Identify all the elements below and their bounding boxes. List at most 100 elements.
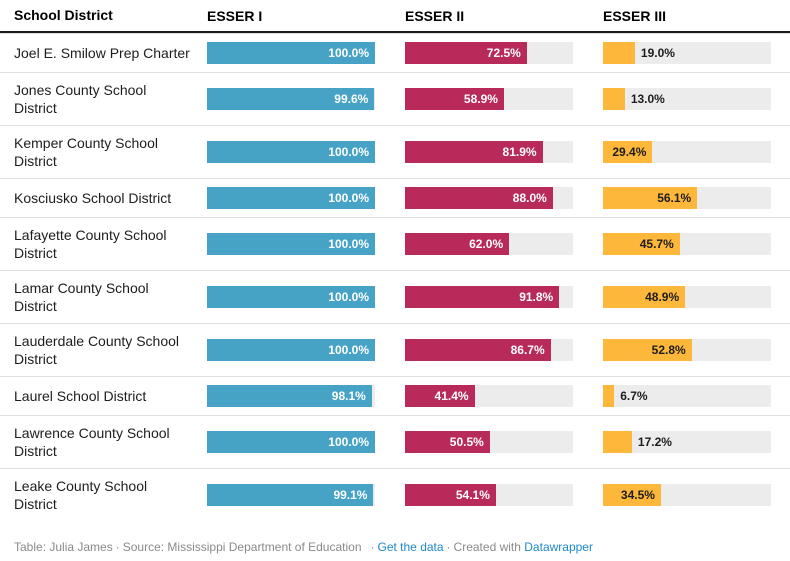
esser2-bar-fill: 72.5% (405, 42, 527, 64)
esser1-bar-cell: 100.0% (207, 339, 405, 361)
esser2-bar-fill: 81.9% (405, 141, 543, 163)
datawrapper-link[interactable]: Datawrapper (524, 540, 593, 554)
esser3-bar-cell: 56.1% (603, 187, 790, 209)
esser2-bar-cell: 58.9% (405, 88, 603, 110)
esser1-bar-cell: 99.6% (207, 88, 405, 110)
esser1-bar-cell: 98.1% (207, 385, 405, 407)
esser1-bar-track: 100.0% (207, 431, 375, 453)
esser1-bar-track: 100.0% (207, 339, 375, 361)
esser1-bar-value: 100.0% (328, 435, 369, 449)
esser1-bar-fill: 100.0% (207, 339, 375, 361)
esser1-bar-track: 100.0% (207, 286, 375, 308)
esser3-bar-track: 19.0% (603, 42, 771, 64)
esser3-bar-value: 17.2% (637, 435, 672, 449)
esser2-bar-fill: 91.8% (405, 286, 560, 308)
separator-dot: · (115, 540, 120, 554)
esser2-bar-track: 88.0% (405, 187, 573, 209)
esser3-bar-fill: 48.9% (603, 286, 686, 308)
esser2-bar-cell: 62.0% (405, 233, 603, 255)
esser1-bar-fill: 100.0% (207, 42, 375, 64)
esser2-bar-cell: 54.1% (405, 484, 603, 506)
table-row: Leake County School District 99.1% 54.1%… (0, 468, 790, 521)
district-name: Kemper County School District (14, 135, 158, 169)
table-header-row: School District ESSER I ESSER II ESSER I… (0, 6, 790, 33)
esser1-bar-value: 100.0% (328, 191, 369, 205)
esser1-bar-fill: 100.0% (207, 187, 375, 209)
esser3-bar-fill: 13.0% (603, 88, 665, 110)
esser3-bar-fill: 29.4% (603, 141, 653, 163)
esser1-bar-value: 100.0% (328, 343, 369, 357)
esser1-bar-fill: 99.1% (207, 484, 374, 506)
district-name: Laurel School District (14, 388, 147, 404)
esser2-bar-track: 81.9% (405, 141, 573, 163)
esser2-bar-track: 41.4% (405, 385, 573, 407)
esser2-bar-track: 72.5% (405, 42, 573, 64)
esser1-bar-cell: 100.0% (207, 187, 405, 209)
esser1-bar-fill: 100.0% (207, 233, 375, 255)
esser2-bar-track: 50.5% (405, 431, 573, 453)
esser1-bar-value: 100.0% (328, 237, 369, 251)
esser2-bar-cell: 91.8% (405, 286, 603, 308)
esser2-bar-value: 41.4% (434, 389, 469, 403)
table-row: Kemper County School District 100.0% 81.… (0, 125, 790, 178)
esser1-bar-track: 99.1% (207, 484, 375, 506)
esser3-bar-track: 6.7% (603, 385, 771, 407)
table-row: Lawrence County School District 100.0% 5… (0, 415, 790, 468)
esser1-bar-track: 100.0% (207, 187, 375, 209)
column-header-esser2: ESSER II (405, 8, 465, 24)
esser3-bar-track: 56.1% (603, 187, 771, 209)
esser2-bar-value: 62.0% (469, 237, 504, 251)
esser1-bar-cell: 100.0% (207, 286, 405, 308)
esser3-bar-value: 6.7% (620, 389, 648, 403)
esser3-bar-cell: 52.8% (603, 339, 790, 361)
esser3-bar-value: 48.9% (645, 290, 680, 304)
esser1-bar-track: 98.1% (207, 385, 375, 407)
esser1-bar-cell: 100.0% (207, 431, 405, 453)
table-footer: Table: Julia James · Source: Mississippi D… (0, 521, 790, 555)
esser3-bar-fill: 56.1% (603, 187, 698, 209)
separator-dot: · (370, 540, 375, 554)
esser3-bar-track: 52.8% (603, 339, 771, 361)
district-name: Lawrence County School District (14, 425, 170, 459)
esser3-bar-value: 34.5% (620, 488, 655, 502)
esser2-bar-track: 62.0% (405, 233, 573, 255)
esser1-bar-track: 100.0% (207, 233, 375, 255)
esser1-bar-value: 99.1% (333, 488, 368, 502)
esser3-bar-fill: 45.7% (603, 233, 680, 255)
esser2-bar-fill: 58.9% (405, 88, 504, 110)
esser3-bar-cell: 19.0% (603, 42, 790, 64)
esser2-bar-value: 50.5% (449, 435, 484, 449)
esser3-bar-track: 29.4% (603, 141, 771, 163)
esser2-bar-fill: 88.0% (405, 187, 553, 209)
esser1-bar-value: 100.0% (328, 145, 369, 159)
esser2-bar-value: 54.1% (455, 488, 490, 502)
esser3-bar-track: 48.9% (603, 286, 771, 308)
esser3-bar-cell: 34.5% (603, 484, 790, 506)
district-name: Lafayette County School District (14, 227, 167, 261)
esser3-bar-value: 52.8% (651, 343, 686, 357)
esser1-bar-track: 100.0% (207, 141, 375, 163)
esser2-bar-cell: 86.7% (405, 339, 603, 361)
esser2-bar-fill: 54.1% (405, 484, 496, 506)
esser1-bar-fill: 98.1% (207, 385, 372, 407)
esser1-bar-cell: 99.1% (207, 484, 405, 506)
table-row: Joel E. Smilow Prep Charter 100.0% 72.5%… (0, 33, 790, 72)
esser2-bar-value: 88.0% (512, 191, 547, 205)
esser2-bar-track: 58.9% (405, 88, 573, 110)
esser3-bar-cell: 45.7% (603, 233, 790, 255)
table-credit: Table: Julia James (14, 540, 113, 554)
column-header-esser1: ESSER I (207, 8, 263, 24)
esser3-bar-value: 56.1% (657, 191, 692, 205)
column-header-esser3: ESSER III (603, 8, 667, 24)
esser3-bar-fill: 6.7% (603, 385, 648, 407)
esser3-bar-fill: 19.0% (603, 42, 675, 64)
esser2-bar-fill: 41.4% (405, 385, 475, 407)
get-the-data-link[interactable]: Get the data (377, 540, 444, 554)
esser2-bar-cell: 72.5% (405, 42, 603, 64)
esser1-bar-fill: 100.0% (207, 286, 375, 308)
esser1-bar-fill: 100.0% (207, 431, 375, 453)
district-name: Leake County School District (14, 478, 148, 512)
esser2-bar-cell: 50.5% (405, 431, 603, 453)
esser3-bar-track: 13.0% (603, 88, 771, 110)
esser2-bar-cell: 88.0% (405, 187, 603, 209)
